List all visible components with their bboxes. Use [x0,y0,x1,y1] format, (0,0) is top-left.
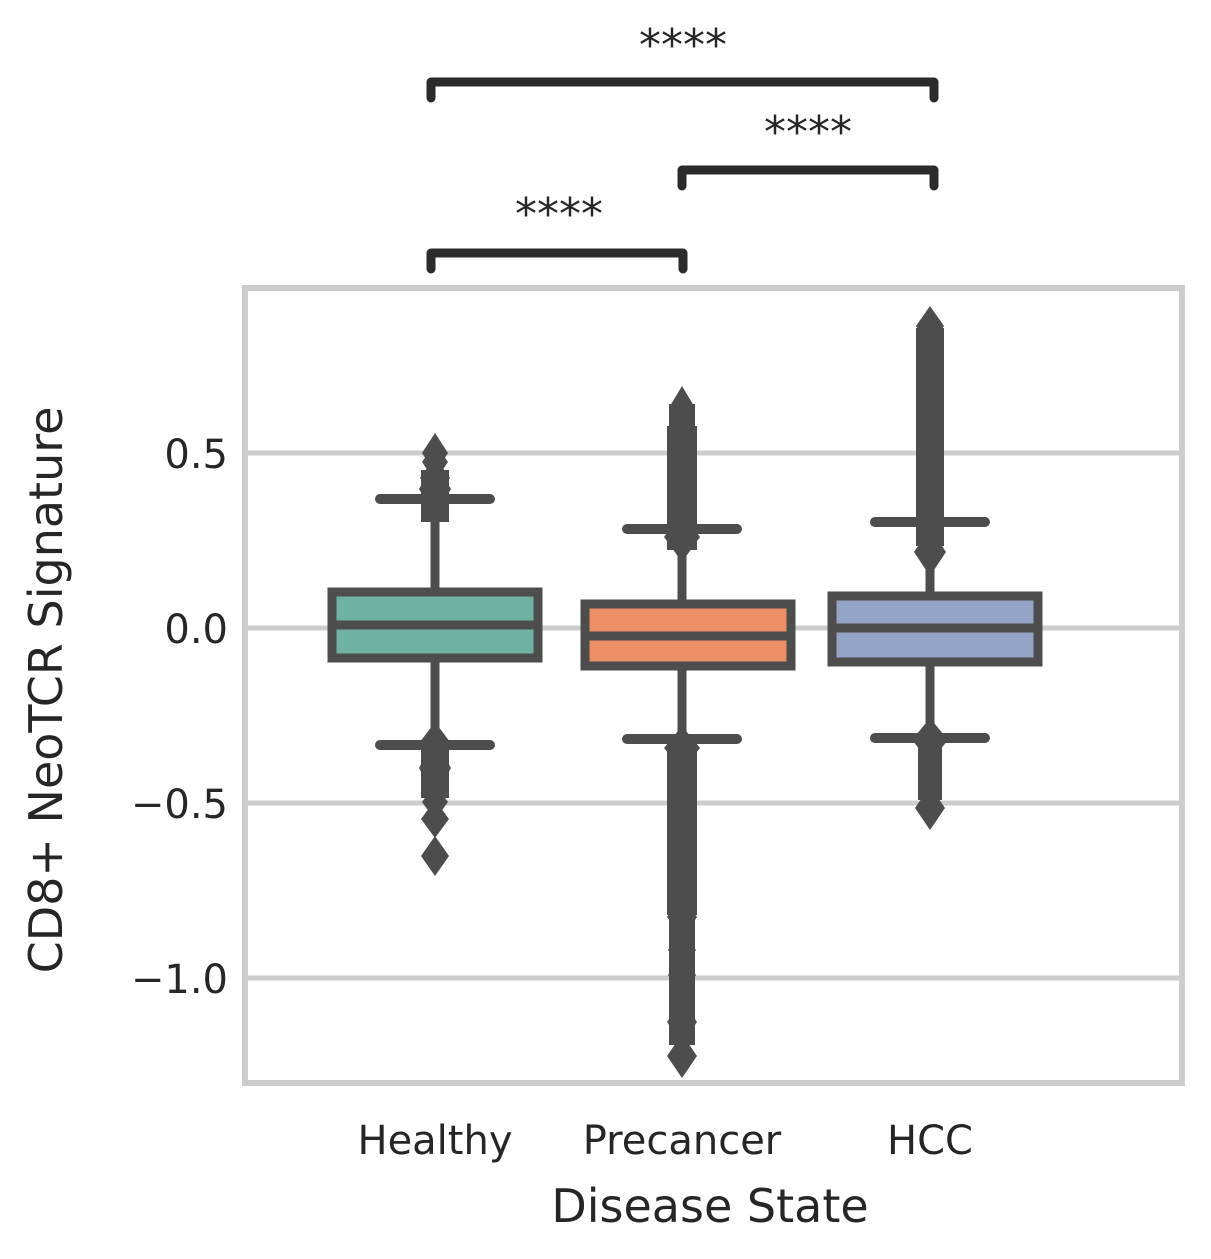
y-tick-label-3: −1.0 [131,957,228,1003]
bracket-path-healthy-hcc [426,77,939,103]
y-tick-label-0: 0.5 [164,432,228,478]
plot-frame [242,285,1185,1086]
y-tick-label-1: 0.0 [164,607,228,653]
x-tick-label-precancer: Precancer [583,1118,782,1164]
precancer-outliers [664,386,700,1078]
significance-label-precancer-hcc: **** [764,107,852,158]
x-tick-label-hcc: HCC [887,1118,973,1164]
significance-bracket-precancer-hcc: **** [677,107,939,191]
box-precancer[interactable] [580,386,796,1078]
y-tick-label-2: −0.5 [131,782,228,828]
significance-label-healthy-precancer: **** [515,189,603,240]
x-tick-label-healthy: Healthy [357,1118,512,1164]
healthy-outliers [419,433,451,876]
significance-label-healthy-hcc: **** [639,20,727,71]
bracket-path-healthy-precancer [426,248,688,274]
y-tick-labels: 0.5 0.0 −0.5 −1.0 [131,432,228,1003]
hcc-outliers [912,306,948,830]
x-tick-labels: Healthy Precancer HCC [357,1118,972,1164]
axes-spines [242,285,1185,1086]
box-healthy[interactable] [327,433,543,876]
x-axis-title: Disease State [551,1179,868,1233]
significance-bracket-healthy-hcc: **** [426,20,939,103]
y-axis-title: CD8+ NeoTCR Signature [19,407,73,974]
box-hcc[interactable] [827,306,1043,830]
significance-annotations: **** **** **** [426,20,939,274]
bracket-path-precancer-hcc [677,165,939,191]
significance-bracket-healthy-precancer: **** [426,189,688,274]
